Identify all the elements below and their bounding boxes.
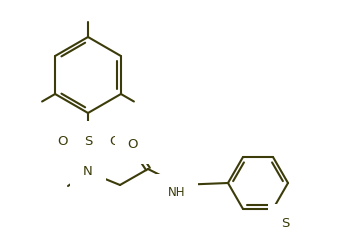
Text: S: S xyxy=(281,217,289,230)
Text: O: O xyxy=(57,134,67,148)
Text: S: S xyxy=(84,134,92,148)
Text: O: O xyxy=(109,134,119,148)
Text: NH: NH xyxy=(168,185,186,199)
Text: O: O xyxy=(128,138,138,150)
Text: N: N xyxy=(83,165,93,177)
